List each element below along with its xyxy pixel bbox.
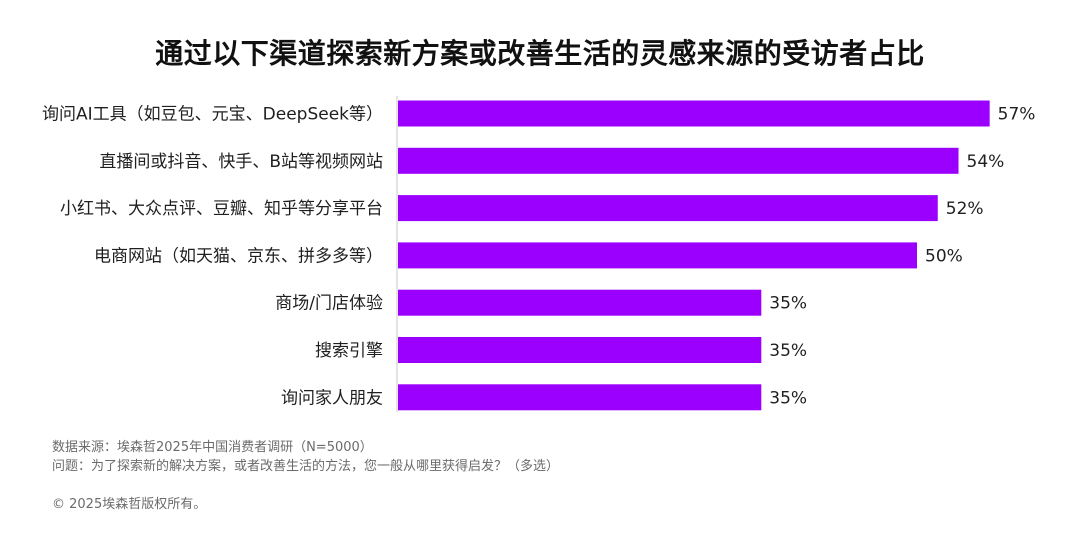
category-label-5: 搜索引擎	[315, 341, 383, 361]
bar-5	[398, 337, 762, 363]
bar-3	[398, 242, 917, 269]
value-label-5: 35%	[769, 341, 807, 361]
category-label-2: 小红书、大众点评、豆瓣、知乎等分享平台	[60, 199, 383, 219]
chart-title: 通过以下渠道探索新方案或改善生活的灵感来源的受访者占比	[155, 37, 925, 70]
bar-1	[398, 147, 959, 174]
bar-6	[398, 384, 762, 411]
survey-question-note: 问题：为了探索新的解决方案，或者改善生活的方法，您一般从哪里获得启发？（多选）	[52, 459, 560, 474]
category-label-4: 商场/门店体验	[275, 294, 383, 314]
copyright-note: © 2025埃森哲版权所有。	[52, 497, 207, 512]
category-label-6: 询问家人朋友	[281, 388, 383, 408]
category-label-3: 电商网站（如天猫、京东、拼多多等）	[94, 246, 383, 266]
category-label-0: 询问AI工具（如豆包、元宝、DeepSeek等）	[42, 105, 383, 125]
category-label-1: 直播间或抖音、快手、B站等视频网站	[99, 152, 383, 172]
data-source-note: 数据来源：埃森哲2025年中国消费者调研（N=5000）	[52, 440, 373, 455]
value-label-2: 52%	[946, 199, 984, 219]
value-label-0: 57%	[998, 105, 1036, 125]
value-label-3: 50%	[925, 246, 963, 266]
value-label-4: 35%	[769, 294, 807, 314]
value-label-1: 54%	[967, 152, 1005, 172]
bar-4	[398, 289, 762, 316]
bar-0	[398, 100, 990, 127]
value-label-6: 35%	[769, 388, 807, 408]
bar-2	[398, 195, 938, 222]
